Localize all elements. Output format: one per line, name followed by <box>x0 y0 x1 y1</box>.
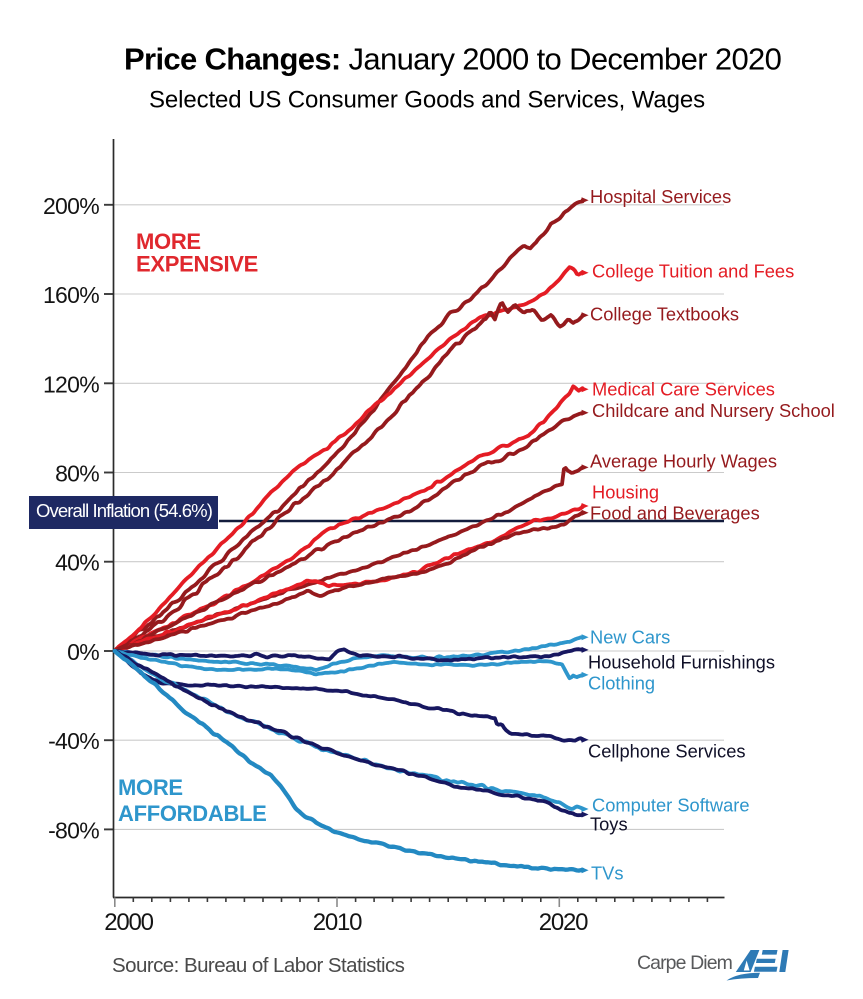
svg-text:0%: 0% <box>67 639 99 665</box>
svg-text:2020: 2020 <box>539 909 588 936</box>
svg-text:200%: 200% <box>43 193 99 219</box>
svg-text:Food and Beverages: Food and Beverages <box>590 503 760 524</box>
svg-text:-80%: -80% <box>48 817 99 843</box>
svg-text:Source: Bureau of Labor Statis: Source: Bureau of Labor Statistics <box>112 954 405 977</box>
svg-text:TVs: TVs <box>591 863 624 884</box>
svg-text:Carpe Diem: Carpe Diem <box>637 952 732 974</box>
svg-text:New Cars: New Cars <box>590 627 670 648</box>
svg-text:Housing: Housing <box>592 482 659 503</box>
svg-text:40%: 40% <box>55 550 99 576</box>
svg-text:Medical Care Services: Medical Care Services <box>592 379 775 400</box>
svg-text:Computer Software: Computer Software <box>592 795 750 816</box>
svg-text:Hospital Services: Hospital Services <box>590 186 731 207</box>
svg-text:Selected US Consumer Goods and: Selected US Consumer Goods and Services,… <box>149 87 705 114</box>
svg-text:80%: 80% <box>55 461 99 487</box>
svg-text:Overall Inflation (54.6%): Overall Inflation (54.6%) <box>36 500 213 521</box>
svg-text:AFFORDABLE: AFFORDABLE <box>118 801 267 826</box>
svg-text:EXPENSIVE: EXPENSIVE <box>136 252 258 277</box>
svg-text:Toys: Toys <box>590 814 628 835</box>
svg-text:MORE: MORE <box>136 229 201 254</box>
svg-text:Average Hourly Wages: Average Hourly Wages <box>590 451 777 472</box>
svg-text:120%: 120% <box>43 371 99 397</box>
svg-text:-40%: -40% <box>48 728 99 754</box>
svg-text:2000: 2000 <box>104 909 153 936</box>
svg-text:Household Furnishings: Household Furnishings <box>588 652 775 673</box>
svg-text:College Textbooks: College Textbooks <box>590 304 739 325</box>
svg-text:Clothing: Clothing <box>588 673 655 694</box>
svg-text:MORE: MORE <box>118 775 183 800</box>
svg-text:Cellphone Services: Cellphone Services <box>588 741 746 762</box>
svg-text:2010: 2010 <box>313 909 362 936</box>
svg-text:160%: 160% <box>43 282 99 308</box>
svg-text:Childcare and Nursery School: Childcare and Nursery School <box>592 400 835 421</box>
svg-text:College Tuition and Fees: College Tuition and Fees <box>592 261 794 282</box>
svg-text:Price Changes: January 2000 to: Price Changes: January 2000 to December … <box>124 42 782 77</box>
